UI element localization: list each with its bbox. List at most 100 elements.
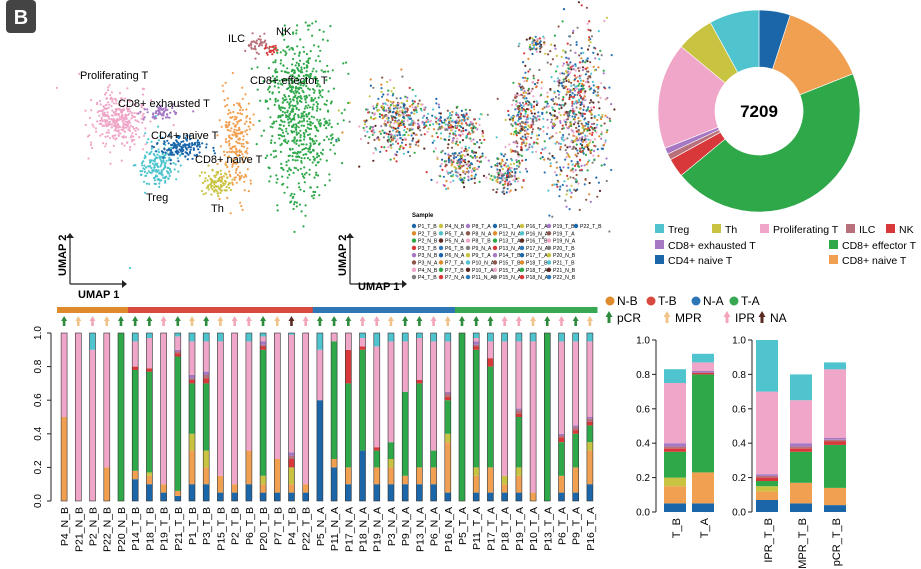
umap-point xyxy=(590,108,593,112)
umap-point xyxy=(595,126,598,129)
umap-point xyxy=(441,168,444,171)
umap-point xyxy=(402,105,406,108)
umap-point xyxy=(222,175,225,178)
umap-point xyxy=(561,20,564,23)
umap-point xyxy=(419,129,422,132)
sample-legend-dot xyxy=(465,231,471,236)
umap-point xyxy=(511,124,514,127)
sample-legend-label: P7_N_A xyxy=(445,275,465,281)
umap-point xyxy=(456,137,459,140)
umap-point xyxy=(332,144,335,147)
umap-point xyxy=(329,25,332,28)
umap-point xyxy=(586,22,589,25)
umap-point xyxy=(572,64,575,67)
donut-legend-swatch xyxy=(829,255,838,264)
umap-point xyxy=(315,139,318,142)
umap-point xyxy=(322,30,325,33)
umap-point xyxy=(241,86,244,89)
umap-point xyxy=(286,170,289,173)
umap-point xyxy=(288,112,291,115)
umap-point xyxy=(317,129,320,132)
umap-point xyxy=(316,153,319,156)
umap-point xyxy=(264,156,267,160)
umap-point xyxy=(555,174,558,177)
response-marker xyxy=(203,316,210,326)
umap-point xyxy=(539,40,542,43)
bar-segment xyxy=(558,492,565,501)
umap-point xyxy=(591,133,594,136)
umap-point xyxy=(255,143,258,146)
umap-point xyxy=(236,102,239,105)
bar-segment xyxy=(231,484,238,493)
small-bar-segment xyxy=(692,353,714,363)
umap-point xyxy=(387,119,390,122)
umap-point xyxy=(213,185,216,188)
umap-point xyxy=(325,99,328,102)
umap-point xyxy=(570,128,573,131)
umap-point xyxy=(108,137,112,140)
sample-legend-dot xyxy=(492,231,498,236)
umap-point xyxy=(211,188,214,191)
main-x-tick-label: P1_T_B xyxy=(187,507,199,545)
umap-point xyxy=(563,72,566,75)
umap-point xyxy=(220,125,223,128)
umap-point xyxy=(206,179,209,182)
umap-point xyxy=(559,173,562,176)
umap-point xyxy=(172,162,175,165)
umap-point xyxy=(435,97,438,100)
umap-point xyxy=(470,123,473,126)
umap-point xyxy=(550,113,553,116)
umap-point xyxy=(227,129,230,132)
main-x-tick-label: P6_N_A xyxy=(429,507,441,546)
umap-point xyxy=(526,77,529,80)
umap-point xyxy=(413,100,416,103)
umap-point xyxy=(439,126,442,129)
umap-point xyxy=(399,137,402,140)
umap-point xyxy=(464,129,467,132)
umap-point xyxy=(303,147,306,151)
umap-point xyxy=(168,134,171,137)
umap-point xyxy=(327,124,330,127)
umap-point xyxy=(284,138,287,141)
umap-point xyxy=(583,112,587,115)
umap-point xyxy=(457,113,460,116)
umap-point xyxy=(156,178,159,181)
umap-point xyxy=(595,176,598,179)
umap-point xyxy=(449,161,452,164)
umap-point xyxy=(406,107,409,110)
umap-point xyxy=(531,52,534,56)
umap-point xyxy=(271,92,274,95)
umap-point xyxy=(521,94,524,97)
umap-point xyxy=(559,121,562,124)
umap-point xyxy=(584,61,587,64)
sample-legend-dot xyxy=(465,267,471,272)
umap-point xyxy=(295,32,298,35)
umap-point xyxy=(429,119,433,122)
bar-segment xyxy=(430,333,437,342)
umap-point xyxy=(321,95,324,99)
umap-point xyxy=(270,139,273,142)
umap-point xyxy=(580,4,583,7)
umap-point xyxy=(575,41,578,44)
umap-point xyxy=(460,118,463,122)
bar-segment xyxy=(388,484,394,501)
umap-point xyxy=(372,117,375,121)
umap-point xyxy=(160,156,163,159)
umap-point xyxy=(569,122,572,125)
umap-point xyxy=(234,157,237,160)
umap-point xyxy=(407,114,410,117)
umap-point xyxy=(555,70,558,73)
umap-point xyxy=(288,167,291,170)
umap-point xyxy=(254,41,257,44)
umap-cluster-points xyxy=(198,164,234,198)
umap-point xyxy=(595,85,598,88)
umap-point xyxy=(309,186,312,189)
umap-point xyxy=(279,109,282,112)
bar-segment xyxy=(473,492,480,501)
sample-legend-dot xyxy=(546,231,552,236)
umap-point xyxy=(233,178,236,181)
umap-point xyxy=(286,101,289,104)
umap-point xyxy=(504,180,507,183)
bar-outline xyxy=(373,332,381,502)
umap-point xyxy=(553,103,556,106)
